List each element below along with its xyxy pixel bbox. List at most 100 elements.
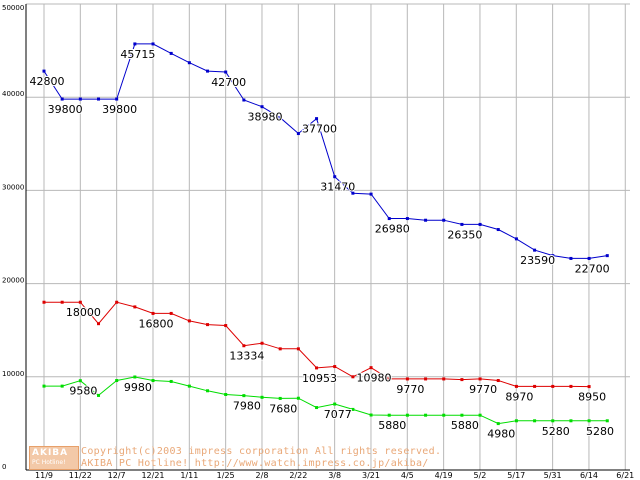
x-tick-label: 12/7 — [108, 471, 126, 480]
data-point — [242, 344, 246, 348]
data-point — [151, 42, 155, 46]
data-point — [333, 175, 337, 179]
data-label: 37700 — [302, 123, 337, 136]
data-labels: 42800 39800 39800 45715 42700 38980 37700 31470… — [29, 47, 616, 442]
data-point — [206, 69, 210, 73]
data-point — [387, 217, 391, 221]
data-label: 5880 — [378, 419, 406, 432]
data-point — [169, 379, 173, 383]
data-point — [587, 256, 591, 260]
data-point — [333, 402, 337, 406]
data-label: 7680 — [269, 402, 297, 415]
y-tick-label: 20000 — [2, 277, 24, 285]
y-tick-label: 50000 — [2, 4, 24, 12]
series-line — [43, 43, 608, 259]
data-label: 42700 — [211, 76, 246, 89]
data-point — [369, 192, 373, 196]
data-label: 10980 — [357, 372, 392, 385]
y-tick-label: 30000 — [2, 183, 24, 191]
data-point — [224, 70, 228, 74]
data-label: 10953 — [302, 372, 337, 385]
data-point — [60, 300, 64, 304]
data-point — [351, 375, 355, 379]
data-point — [115, 97, 119, 101]
x-tick-label: 4/5 — [401, 471, 414, 480]
data-point — [242, 394, 246, 398]
data-point — [424, 377, 428, 381]
data-point — [133, 42, 137, 46]
data-point — [151, 311, 155, 315]
data-point — [496, 379, 500, 383]
x-tick-label: 1/25 — [217, 471, 235, 480]
data-point — [278, 347, 282, 351]
data-point — [569, 384, 573, 388]
data-label: 26980 — [375, 223, 410, 236]
url-line: AKIBA PC Hotline! http://www.watch.impre… — [81, 458, 429, 469]
data-label: 4980 — [487, 428, 515, 441]
copyright-watermark: AKIBA PC Hotline! Copyright(c)2003 impre… — [29, 446, 549, 470]
data-point — [296, 347, 300, 351]
x-tick-label: 6/14 — [580, 471, 598, 480]
logo-text-bottom: PC Hotline! — [32, 459, 66, 466]
data-point — [605, 254, 609, 258]
data-point — [478, 377, 482, 381]
x-tick-label: 1/11 — [180, 471, 198, 480]
data-point — [296, 132, 300, 136]
data-label: 8950 — [578, 391, 606, 404]
data-point — [405, 413, 409, 417]
logo-text-top: AKIBA — [32, 448, 69, 458]
data-point — [442, 377, 446, 381]
data-label: 22700 — [575, 262, 610, 275]
data-point — [133, 305, 137, 309]
data-point — [478, 222, 482, 226]
data-label: 18000 — [66, 306, 101, 319]
data-point — [315, 366, 319, 370]
data-point — [115, 379, 119, 383]
data-point — [587, 385, 591, 389]
data-point — [514, 384, 518, 388]
data-label: 26350 — [447, 228, 482, 241]
x-tick-label: 2/22 — [289, 471, 307, 480]
data-point — [369, 366, 373, 370]
grid-lines — [26, 3, 630, 471]
data-point — [187, 61, 191, 65]
data-point — [605, 419, 609, 423]
data-point — [97, 322, 101, 326]
x-tick-label: 3/21 — [362, 471, 380, 480]
data-point — [387, 413, 391, 417]
data-point — [97, 393, 101, 397]
x-tick-label: 5/17 — [507, 471, 525, 480]
data-point — [169, 311, 173, 315]
y-tick-label: 10000 — [2, 370, 24, 378]
data-point — [78, 300, 82, 304]
x-tick-label: 5/31 — [544, 471, 562, 480]
data-point — [551, 384, 555, 388]
data-point — [551, 419, 555, 423]
data-point — [569, 256, 573, 260]
data-label: 5280 — [586, 425, 614, 438]
data-point — [442, 413, 446, 417]
data-point — [587, 419, 591, 423]
data-point — [78, 97, 82, 101]
data-point — [460, 222, 464, 226]
data-point — [151, 379, 155, 383]
data-label: 31470 — [320, 181, 355, 194]
data-point — [60, 384, 64, 388]
data-point — [514, 237, 518, 241]
data-point — [569, 419, 573, 423]
data-point — [224, 324, 228, 328]
series-lines — [42, 42, 609, 426]
data-point — [260, 341, 264, 345]
data-point — [60, 97, 64, 101]
x-tick-label: 2/8 — [256, 471, 269, 480]
data-point — [296, 396, 300, 400]
data-point — [496, 422, 500, 426]
data-label: 9770 — [469, 383, 497, 396]
data-point — [442, 218, 446, 222]
data-point — [315, 406, 319, 410]
data-point — [514, 419, 518, 423]
data-label: 13334 — [229, 350, 264, 363]
data-point — [278, 396, 282, 400]
x-tick-label: 6/21 — [616, 471, 634, 480]
